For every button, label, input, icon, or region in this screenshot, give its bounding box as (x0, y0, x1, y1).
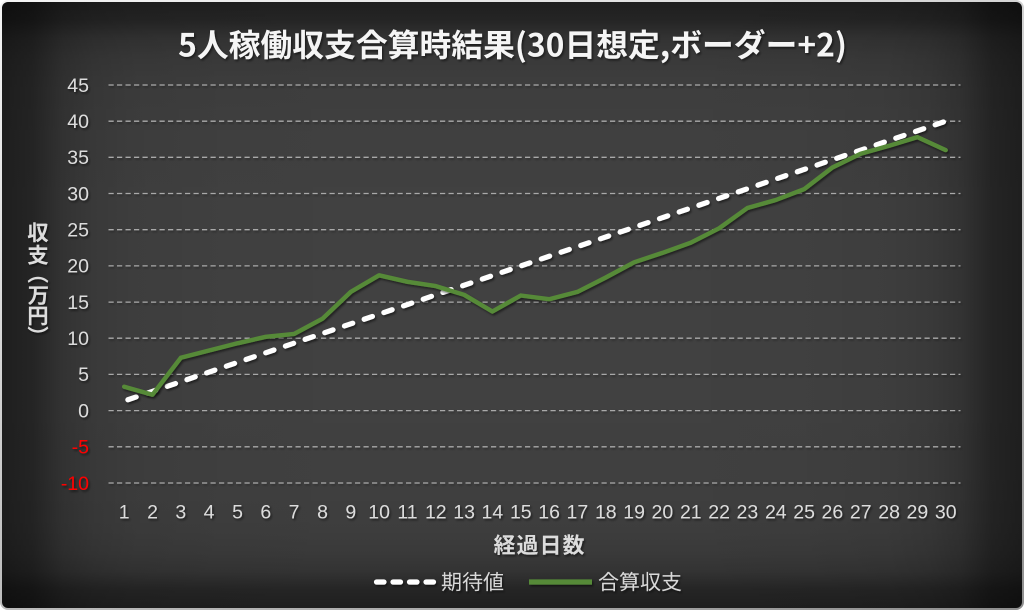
svg-text:20: 20 (652, 502, 674, 524)
svg-text:29: 29 (907, 502, 929, 524)
svg-text:19: 19 (623, 502, 645, 524)
svg-text:5: 5 (232, 502, 243, 524)
svg-text:35: 35 (67, 147, 89, 169)
svg-text:28: 28 (878, 502, 900, 524)
svg-text:15: 15 (510, 502, 532, 524)
svg-text:22: 22 (708, 502, 730, 524)
svg-text:27: 27 (850, 502, 872, 524)
svg-text:16: 16 (538, 502, 560, 524)
svg-text:14: 14 (482, 502, 504, 524)
svg-text:4: 4 (204, 502, 215, 524)
svg-text:1: 1 (119, 502, 130, 524)
svg-text:30: 30 (67, 183, 89, 205)
svg-text:20: 20 (67, 256, 89, 278)
svg-text:8: 8 (317, 502, 328, 524)
svg-text:3: 3 (175, 502, 186, 524)
svg-text:26: 26 (822, 502, 844, 524)
svg-text:7: 7 (289, 502, 300, 524)
svg-text:25: 25 (793, 502, 815, 524)
svg-text:-5: -5 (72, 437, 89, 459)
svg-text:45: 45 (67, 75, 89, 97)
svg-text:21: 21 (680, 502, 702, 524)
svg-text:-10: -10 (61, 473, 89, 495)
svg-text:18: 18 (595, 502, 617, 524)
svg-text:0: 0 (78, 400, 89, 422)
svg-text:40: 40 (67, 111, 89, 133)
svg-text:15: 15 (67, 292, 89, 314)
svg-text:17: 17 (567, 502, 589, 524)
svg-text:23: 23 (737, 502, 759, 524)
svg-text:24: 24 (765, 502, 787, 524)
svg-text:10: 10 (368, 502, 390, 524)
svg-text:10: 10 (67, 328, 89, 350)
svg-text:30: 30 (935, 502, 957, 524)
svg-text:5: 5 (78, 364, 89, 386)
svg-text:13: 13 (453, 502, 475, 524)
svg-text:2: 2 (147, 502, 158, 524)
svg-text:12: 12 (425, 502, 447, 524)
svg-text:6: 6 (260, 502, 271, 524)
svg-text:9: 9 (345, 502, 356, 524)
svg-text:25: 25 (67, 220, 89, 242)
svg-text:11: 11 (397, 502, 417, 524)
